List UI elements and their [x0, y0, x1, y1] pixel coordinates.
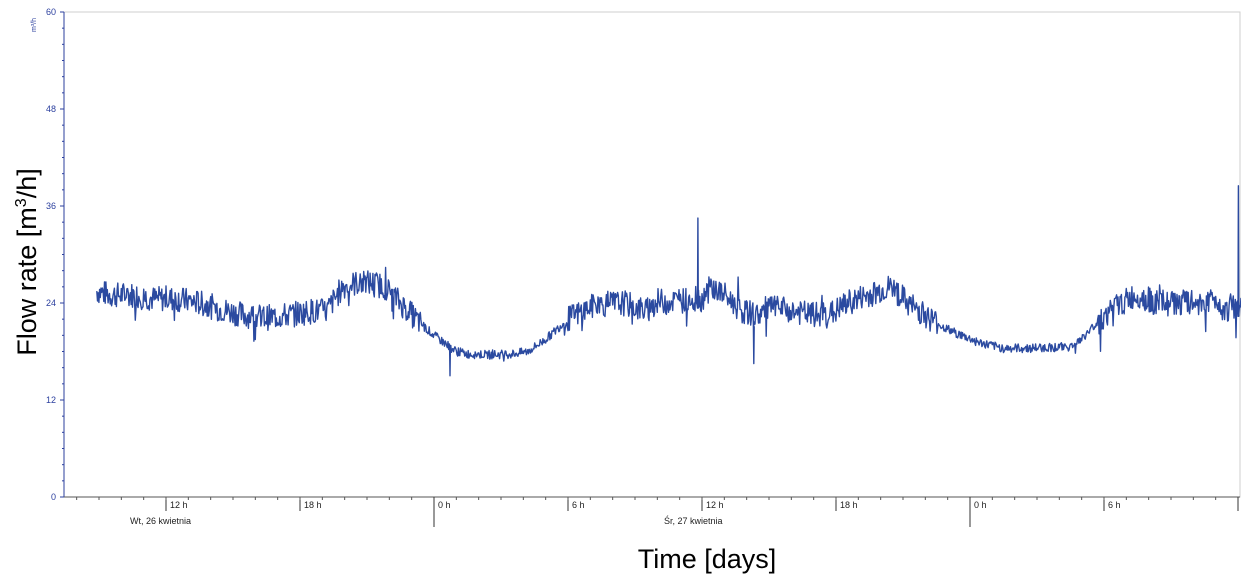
series-group [96, 185, 1241, 377]
x-tick-label: 0 h [438, 500, 451, 510]
x-tick-label: 18 h [304, 500, 322, 510]
y-tick-label: 60 [46, 7, 56, 17]
y-tick-label: 12 [46, 395, 56, 405]
x-tick-label: 12 h [706, 500, 724, 510]
y-axis-title-end: /h] [12, 168, 42, 198]
y-tick-label: 36 [46, 201, 56, 211]
y-ticks: 0 12 24 36 48 60 [46, 7, 64, 502]
y-unit-label: m³/h [31, 18, 38, 32]
y-tick-label: 48 [46, 104, 56, 114]
y-axis-title-sup: 3 [13, 198, 30, 207]
x-tick-label: 12 h [170, 500, 188, 510]
x-ticks: 12 h 18 h 0 h 6 h 12 h 18 h 0 h 6 h Wt, 26 kwiet… [76, 497, 1239, 527]
x-tick-label: 6 h [572, 500, 585, 510]
series-line-flow-rate [96, 185, 1241, 377]
day-label: Śr, 27 kwietnia [664, 515, 723, 526]
y-tick-label: 24 [46, 298, 56, 308]
y-tick-label: 0 [51, 492, 56, 502]
x-tick-label: 6 h [1108, 500, 1121, 510]
x-tick-label: 18 h [840, 500, 858, 510]
y-axis-title-main: Flow rate [m [12, 207, 42, 356]
x-tick-label: 0 h [974, 500, 987, 510]
y-axis-title: Flow rate [m3/h] [12, 168, 42, 355]
day-label: Wt, 26 kwietnia [130, 516, 191, 526]
plot-area [63, 11, 1241, 498]
x-axis-title: Time [days] [638, 544, 777, 574]
